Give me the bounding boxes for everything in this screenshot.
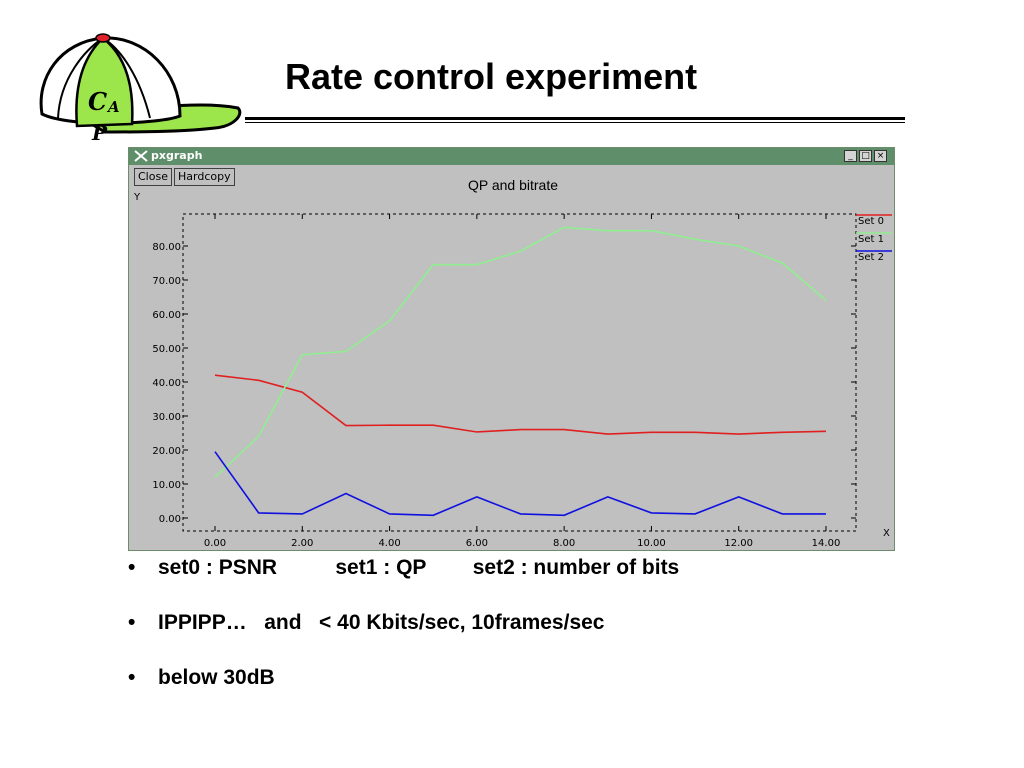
y-tick-label: 60.00 — [152, 310, 181, 321]
x-tick-label: 8.00 — [553, 538, 575, 549]
x-tick-label: 14.00 — [812, 538, 841, 549]
x-tick-label: 4.00 — [378, 538, 400, 549]
y-tick-label: 20.00 — [152, 446, 181, 457]
x-tick-label: 10.00 — [637, 538, 666, 549]
x-logo-icon[interactable] — [134, 150, 148, 162]
x-tick-label: 2.00 — [291, 538, 313, 549]
legend-label: Set 2 — [858, 252, 884, 263]
maximize-button[interactable]: □ — [859, 150, 872, 162]
close-button[interactable]: Close — [134, 168, 172, 186]
line-chart: QP and bitrate Y X 0.00 10.00 20.00 30.00 40… — [133, 177, 892, 549]
y-tick-label: 30.00 — [152, 412, 181, 423]
plot-frame — [182, 213, 857, 532]
y-tick-label: 10.00 — [152, 480, 181, 491]
bullet-text: below 30dB — [158, 666, 275, 689]
close-window-button[interactable]: × — [874, 150, 887, 162]
window-title: pxgraph — [151, 149, 203, 162]
series-line-set-1 — [214, 226, 827, 478]
cap-button — [95, 33, 111, 43]
y-tick-label: 0.00 — [159, 514, 181, 525]
y-tick-label: 50.00 — [152, 344, 181, 355]
window-titlebar[interactable]: pxgraph _ □ × — [129, 148, 894, 165]
y-tick-label: 80.00 — [152, 242, 181, 253]
x-tick-label: 12.00 — [724, 538, 753, 549]
bullet-item: • IPPIPP… and < 40 Kbits/sec, 10frames/se… — [128, 611, 679, 638]
x-tick-label: 0.00 — [204, 538, 226, 549]
legend-label: Set 1 — [858, 234, 884, 245]
series-line-set-0 — [214, 374, 827, 435]
slide-title: Rate control experiment — [285, 56, 698, 97]
minimize-button[interactable]: _ — [844, 150, 857, 162]
bullet-text: set0 : PSNR set1 : QP set2 : number of b… — [158, 556, 680, 579]
logo-letter-c: C — [88, 87, 107, 116]
bullet-item: • set0 : PSNR set1 : QP set2 : number of … — [128, 556, 679, 583]
pxgraph-window[interactable]: pxgraph _ □ × Close Hardcopy QP and bitr… — [128, 147, 895, 551]
bullet-list: • set0 : PSNR set1 : QP set2 : number of … — [128, 556, 679, 721]
bullet-text: IPPIPP… and < 40 Kbits/sec, 10frames/sec — [158, 611, 605, 634]
series-line-set-2 — [214, 451, 826, 517]
cap-front-panel — [75, 36, 134, 128]
bullet-marker: • — [128, 611, 136, 634]
y-axis-label: Y — [133, 192, 141, 203]
hardcopy-button[interactable]: Hardcopy — [174, 168, 235, 186]
bullet-marker: • — [128, 666, 136, 689]
y-tick-label: 70.00 — [152, 276, 181, 287]
chart-title: QP and bitrate — [468, 177, 558, 193]
cap-logo: C A P — [39, 33, 242, 145]
logo-letter-a: A — [106, 98, 120, 116]
bullet-marker: • — [128, 556, 136, 579]
title-underline-thin — [245, 122, 905, 123]
x-axis-label: X — [883, 528, 890, 539]
logo-letter-p: P — [91, 121, 108, 145]
x-tick-label: 6.00 — [466, 538, 488, 549]
title-underline — [245, 117, 905, 120]
y-tick-label: 40.00 — [152, 378, 181, 389]
bullet-item: • below 30dB — [128, 666, 679, 693]
legend-label: Set 0 — [858, 216, 884, 227]
